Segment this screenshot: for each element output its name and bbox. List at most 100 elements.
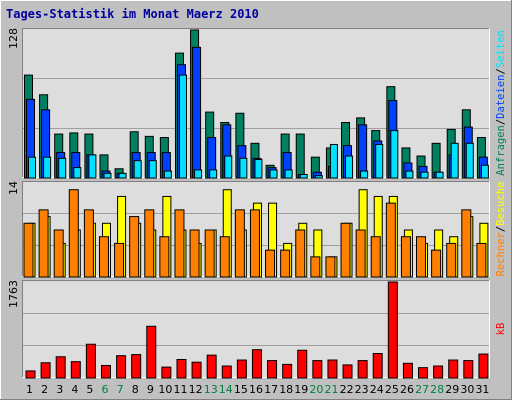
bar-kb-day-4 [70,361,81,379]
bar-seiten-day-13 [209,169,218,179]
legend-separator: / [495,68,507,74]
bar-rechner-day-1 [23,222,34,278]
bar-kb-day-21 [327,359,338,379]
bar-kb-day-14 [221,365,232,379]
bar-seiten-day-15 [239,157,248,179]
bar-seiten-day-5 [88,154,97,179]
x-tick-label: 17 [264,383,278,396]
bar-seiten-day-1 [28,156,36,179]
bar-seiten-day-10 [163,170,172,179]
x-tick-label: 18 [279,383,293,396]
x-tick-label: 12 [189,383,203,396]
bar-rechner-day-8 [129,216,140,278]
bar-kb-day-13 [206,354,217,379]
x-tick-label: 16 [249,383,263,396]
x-tick-label: 13 [204,383,218,396]
bar-kb-day-18 [282,363,293,379]
bar-rechner-day-9 [144,209,155,278]
bar-rechner-day-12 [189,229,200,278]
bar-rechner-day-27 [416,236,427,278]
chart-title: Tages-Statistik im Monat Maerz 2010 [6,7,259,21]
bar-seiten-day-17 [269,169,278,179]
x-tick-label: 30 [460,383,474,396]
x-tick-label: 23 [355,383,369,396]
bar-seiten-day-25 [390,130,399,179]
bar-rechner-day-17 [265,249,276,278]
x-tick-label: 4 [71,383,78,396]
x-tick-label: 22 [340,383,354,396]
x-tick-label: 10 [158,383,172,396]
bar-seiten-day-14 [224,155,233,179]
legend-rechner: Rechner [495,232,507,276]
bar-rechner-day-15 [234,209,245,278]
bar-kb-day-15 [236,359,247,379]
bar-kb-day-23 [357,360,368,379]
bar-seiten-day-29 [450,142,459,179]
bar-kb-day-26 [402,362,413,379]
y-max-label: 1763 [7,280,20,308]
bar-rechner-day-5 [83,209,94,278]
bar-kb-day-10 [161,366,172,379]
bar-kb-day-28 [433,365,444,379]
bar-seiten-day-3 [58,157,67,179]
x-tick-label: 1 [26,383,33,396]
bar-kb-day-30 [463,360,474,379]
bar-dateien-day-23 [358,124,368,179]
bar-seiten-day-23 [360,170,369,179]
bar-seiten-day-19 [299,174,308,179]
x-tick-label: 11 [174,383,188,396]
bar-kb-day-12 [191,361,202,379]
bar-kb-day-24 [372,352,383,379]
x-tick-label: 5 [86,383,93,396]
x-tick-label: 24 [370,383,384,396]
bar-kb-day-5 [85,343,96,379]
bar-rechner-day-23 [355,229,366,278]
x-tick-label: 26 [400,383,414,396]
x-tick-label: 15 [234,383,248,396]
bar-rechner-day-22 [340,222,351,278]
bar-rechner-day-4 [68,189,79,278]
bar-seiten-day-11 [178,74,187,179]
bar-rechner-day-21 [325,256,336,278]
bar-seiten-day-24 [375,143,384,179]
bar-seiten-day-30 [465,142,474,179]
bar-rechner-day-7 [114,242,125,278]
bar-rechner-day-16 [249,209,260,278]
legend-besuche: Besuche [495,182,507,226]
bar-seiten-day-4 [73,167,82,179]
x-tick-label: 8 [132,383,139,396]
bar-seiten-day-27 [420,171,429,179]
x-tick-label: 7 [117,383,124,396]
bar-rechner-day-30 [461,209,472,278]
bar-seiten-day-7 [118,172,127,179]
bar-kb-day-17 [267,360,278,379]
bar-kb-day-16 [251,349,262,379]
bar-rechner-day-24 [370,236,381,278]
bar-kb-day-25 [387,281,398,379]
bar-kb-day-7 [116,355,127,379]
bar-seiten-day-31 [480,164,489,179]
bar-seiten-day-22 [345,155,354,179]
bar-kb-day-22 [342,364,353,379]
bar-kb-day-29 [448,359,459,379]
bar-rechner-day-29 [446,242,457,278]
bar-seiten-day-20 [314,175,323,179]
x-tick-label: 20 [309,383,323,396]
bar-dateien-day-12 [192,46,202,179]
bar-seiten-day-2 [43,156,52,179]
bar-seiten-day-26 [405,170,414,179]
x-tick-label: 25 [385,383,399,396]
bar-rechner-day-25 [385,202,396,278]
panel-bottom: 1763 kB [7,280,507,379]
legend-separator: / [495,119,507,125]
bar-kb-day-11 [176,358,187,379]
bar-kb-day-20 [312,360,323,379]
bar-seiten-day-9 [148,160,157,179]
bar-seiten-day-12 [194,169,203,179]
bar-rechner-day-10 [159,236,170,278]
x-tick-label: 29 [445,383,459,396]
bar-seiten-day-16 [254,159,263,179]
bar-kb-day-9 [146,325,157,379]
bar-kb-day-27 [418,367,429,379]
